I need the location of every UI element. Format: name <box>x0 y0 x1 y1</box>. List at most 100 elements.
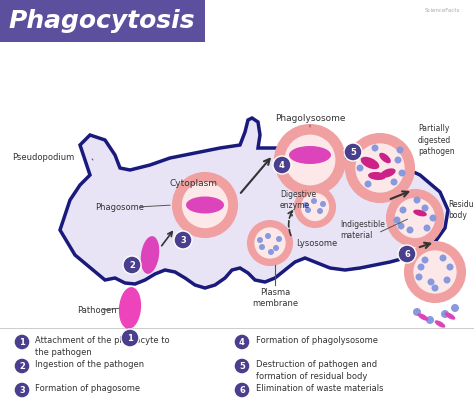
Circle shape <box>393 217 401 224</box>
Text: Attachment of the phagocyte to: Attachment of the phagocyte to <box>35 335 170 344</box>
Circle shape <box>416 273 422 281</box>
Text: the pathogen: the pathogen <box>35 347 92 356</box>
Ellipse shape <box>413 210 427 216</box>
Text: Phagosome: Phagosome <box>95 203 144 212</box>
Circle shape <box>234 358 250 374</box>
Text: 3: 3 <box>180 235 186 244</box>
Circle shape <box>413 308 421 316</box>
Circle shape <box>372 144 379 151</box>
Circle shape <box>431 285 438 291</box>
Circle shape <box>356 164 364 171</box>
Circle shape <box>429 215 437 222</box>
Circle shape <box>423 225 430 232</box>
Text: Indigestible
material: Indigestible material <box>340 220 385 240</box>
Ellipse shape <box>435 320 446 328</box>
Circle shape <box>344 143 362 161</box>
Text: 5: 5 <box>350 147 356 156</box>
Circle shape <box>441 310 449 318</box>
Text: Lysosome: Lysosome <box>296 239 337 247</box>
Text: Phagolysosome: Phagolysosome <box>275 113 345 122</box>
Circle shape <box>421 205 428 212</box>
Circle shape <box>317 208 323 214</box>
Circle shape <box>268 249 274 255</box>
Text: Plasma
membrane: Plasma membrane <box>252 288 298 308</box>
Text: Elimination of waste materials: Elimination of waste materials <box>256 383 383 393</box>
Text: formation of residual body: formation of residual body <box>256 371 367 381</box>
Circle shape <box>276 236 282 242</box>
Polygon shape <box>60 118 448 288</box>
Ellipse shape <box>418 313 428 321</box>
Circle shape <box>421 256 428 264</box>
Circle shape <box>320 201 326 207</box>
Circle shape <box>428 278 435 286</box>
Circle shape <box>391 178 398 186</box>
Circle shape <box>407 227 413 234</box>
Text: 3: 3 <box>19 386 25 395</box>
Circle shape <box>275 125 345 195</box>
Circle shape <box>265 233 271 239</box>
Circle shape <box>412 249 457 295</box>
Circle shape <box>123 256 141 274</box>
Circle shape <box>181 181 229 229</box>
Circle shape <box>398 222 404 229</box>
Text: Partially
digested
pathogen: Partially digested pathogen <box>418 124 455 156</box>
Circle shape <box>444 276 450 283</box>
Circle shape <box>365 181 372 188</box>
Circle shape <box>121 329 139 347</box>
Text: Phagocytosis: Phagocytosis <box>8 9 195 33</box>
Text: Digestive
enzyme: Digestive enzyme <box>280 190 316 210</box>
Text: 1: 1 <box>127 334 133 342</box>
Circle shape <box>398 245 416 263</box>
Text: Ingestion of the pathogen: Ingestion of the pathogen <box>35 359 144 369</box>
Circle shape <box>295 187 335 227</box>
Circle shape <box>248 221 292 265</box>
Text: 5: 5 <box>239 361 245 371</box>
Ellipse shape <box>368 172 386 180</box>
Circle shape <box>173 173 237 237</box>
Text: 6: 6 <box>404 249 410 259</box>
Circle shape <box>451 304 459 312</box>
Text: 2: 2 <box>19 361 25 371</box>
Text: Formation of phagosome: Formation of phagosome <box>35 383 140 393</box>
Circle shape <box>311 198 317 204</box>
Circle shape <box>300 192 330 222</box>
Circle shape <box>284 134 336 186</box>
Ellipse shape <box>380 168 396 178</box>
FancyBboxPatch shape <box>0 0 205 42</box>
Circle shape <box>254 227 286 259</box>
Circle shape <box>413 196 420 203</box>
Text: 1: 1 <box>19 337 25 347</box>
Circle shape <box>394 197 436 239</box>
Circle shape <box>355 152 362 159</box>
Circle shape <box>273 156 291 174</box>
Text: 4: 4 <box>279 161 285 169</box>
Ellipse shape <box>445 312 456 320</box>
Circle shape <box>396 146 403 154</box>
Circle shape <box>257 237 263 243</box>
Circle shape <box>447 264 454 271</box>
Circle shape <box>174 231 192 249</box>
Ellipse shape <box>119 287 141 329</box>
Circle shape <box>399 169 405 176</box>
Text: 4: 4 <box>239 337 245 347</box>
Circle shape <box>259 244 265 250</box>
Circle shape <box>14 382 30 398</box>
Circle shape <box>234 382 250 398</box>
Ellipse shape <box>141 236 159 274</box>
Circle shape <box>426 316 434 324</box>
Text: ScienceFacts: ScienceFacts <box>425 8 460 13</box>
Ellipse shape <box>379 153 391 163</box>
Circle shape <box>439 254 447 261</box>
Circle shape <box>400 207 407 213</box>
Ellipse shape <box>361 157 379 169</box>
Text: Pseudopodium: Pseudopodium <box>12 152 74 161</box>
Text: Residual
body: Residual body <box>448 200 474 220</box>
Circle shape <box>305 207 311 213</box>
Text: 6: 6 <box>239 386 245 395</box>
Text: Pathogen: Pathogen <box>77 305 117 315</box>
Text: Cytoplasm: Cytoplasm <box>170 178 218 188</box>
Circle shape <box>346 134 414 202</box>
Circle shape <box>14 358 30 374</box>
Circle shape <box>394 156 401 164</box>
Text: Formation of phagolysosome: Formation of phagolysosome <box>256 335 378 344</box>
